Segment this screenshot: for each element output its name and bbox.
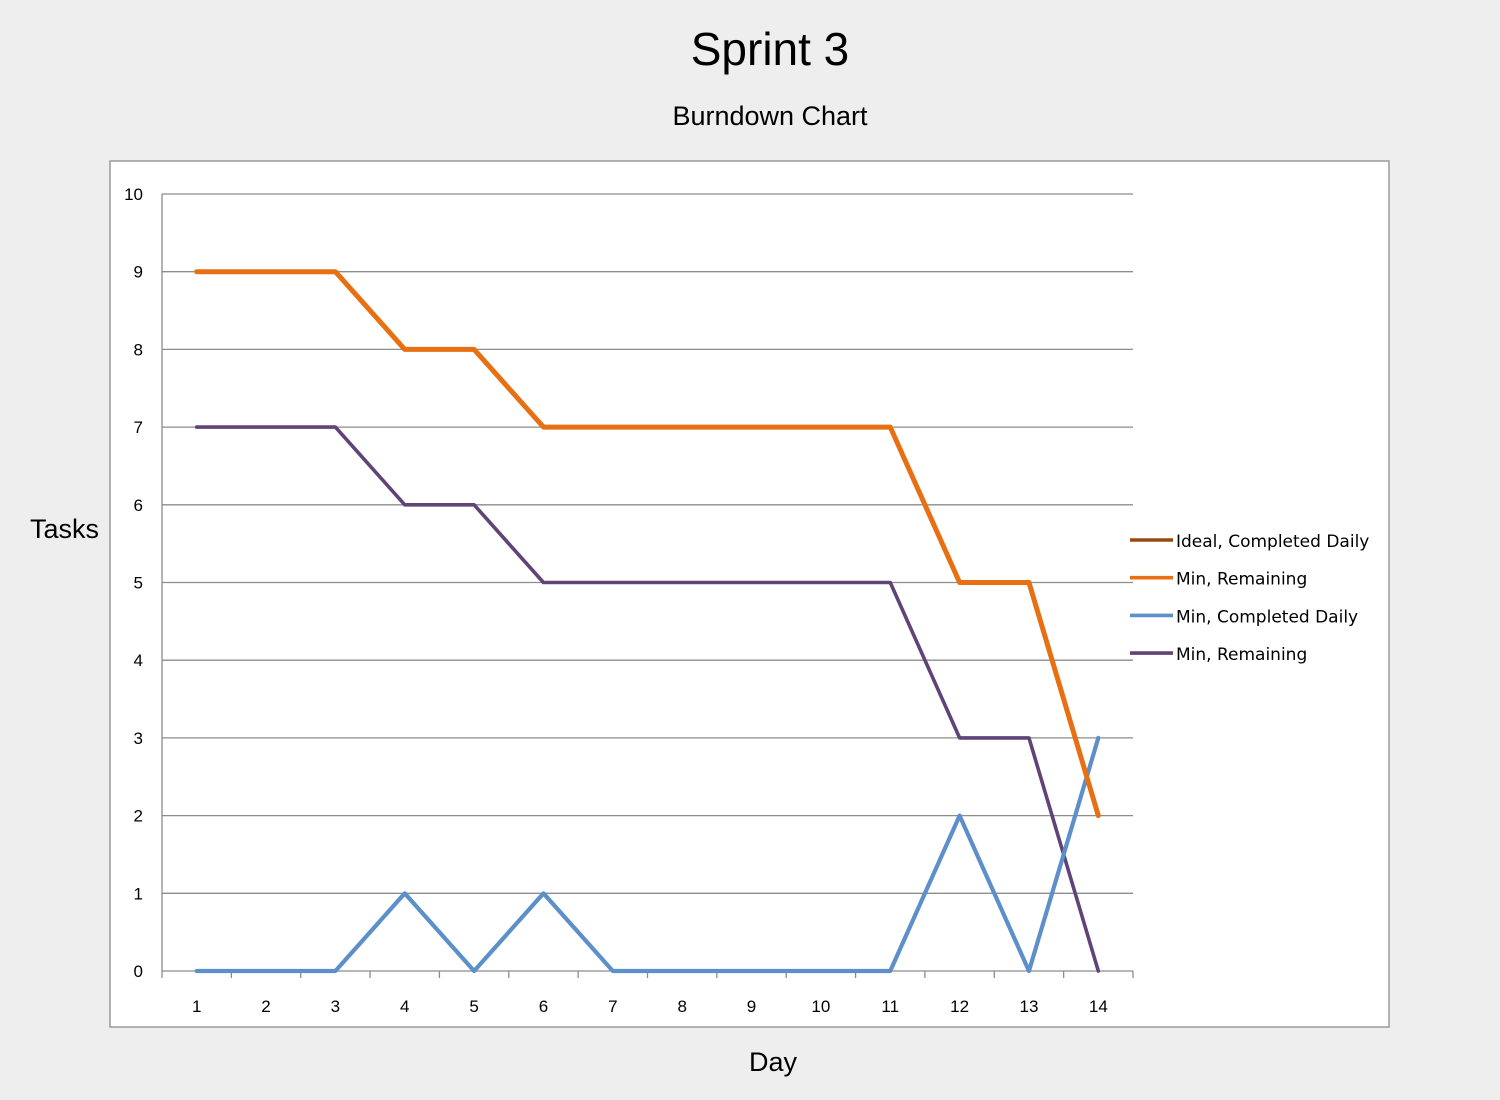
x-tick-label: 9 (747, 997, 756, 1016)
x-tick-label: 7 (608, 997, 617, 1016)
plot-frame (109, 160, 1390, 1028)
x-tick-label: 11 (881, 997, 899, 1016)
y-tick-label: 8 (134, 340, 143, 359)
series-lines (194, 269, 1101, 974)
y-tick-label: 6 (134, 496, 143, 515)
x-tick-label: 6 (539, 997, 548, 1016)
x-tick-label: 2 (261, 997, 270, 1016)
y-tick-label: 3 (134, 729, 143, 748)
y-tick-label: 10 (124, 185, 143, 204)
x-tick-label: 5 (469, 997, 478, 1016)
series-line-2 (194, 735, 1101, 974)
chart-title: Sprint 3 (690, 23, 850, 75)
y-tick-label: 9 (134, 263, 143, 282)
y-tick-label: 2 (134, 807, 143, 826)
y-tick-label: 7 (134, 418, 143, 437)
y-tick-label: 4 (134, 651, 143, 670)
x-tick-label: 14 (1089, 997, 1108, 1016)
chart-subtitle: Burndown Chart (672, 101, 868, 131)
x-tick-label: 10 (811, 997, 830, 1016)
x-tick-label: 12 (950, 997, 969, 1016)
legend-label: Min, Remaining (1176, 570, 1307, 590)
x-tick-label: 3 (331, 997, 340, 1016)
x-tick-label: 13 (1020, 997, 1039, 1016)
x-tick-label: 4 (400, 997, 409, 1016)
series-line-3 (194, 425, 1101, 973)
legend: Ideal, Completed Daily Min, Remaining Min,… (1130, 532, 1369, 665)
legend-label: Min, Completed Daily (1176, 607, 1358, 627)
legend-label: Min, Remaining (1176, 645, 1307, 665)
y-tick-label: 5 (134, 574, 143, 593)
y-tick-label: 0 (134, 962, 143, 981)
y-tick-label: 1 (134, 884, 143, 903)
legend-label: Ideal, Completed Daily (1176, 532, 1369, 552)
x-tick-label: 8 (677, 997, 686, 1016)
x-tick-label: 1 (192, 997, 201, 1016)
y-axis-label: Tasks (30, 514, 100, 544)
series-line-1 (194, 269, 1101, 819)
x-axis-label: Day (748, 1047, 797, 1077)
